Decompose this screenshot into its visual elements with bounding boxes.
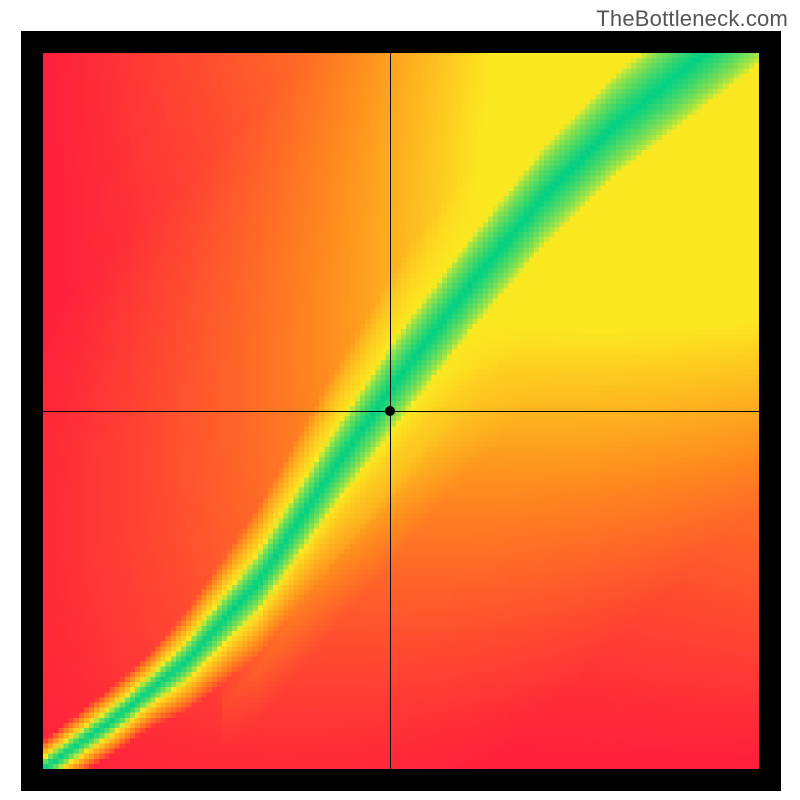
chart-container: TheBottleneck.com <box>0 0 800 800</box>
plot-area <box>21 31 781 791</box>
crosshair-horizontal <box>43 411 759 412</box>
watermark-text: TheBottleneck.com <box>596 6 788 32</box>
